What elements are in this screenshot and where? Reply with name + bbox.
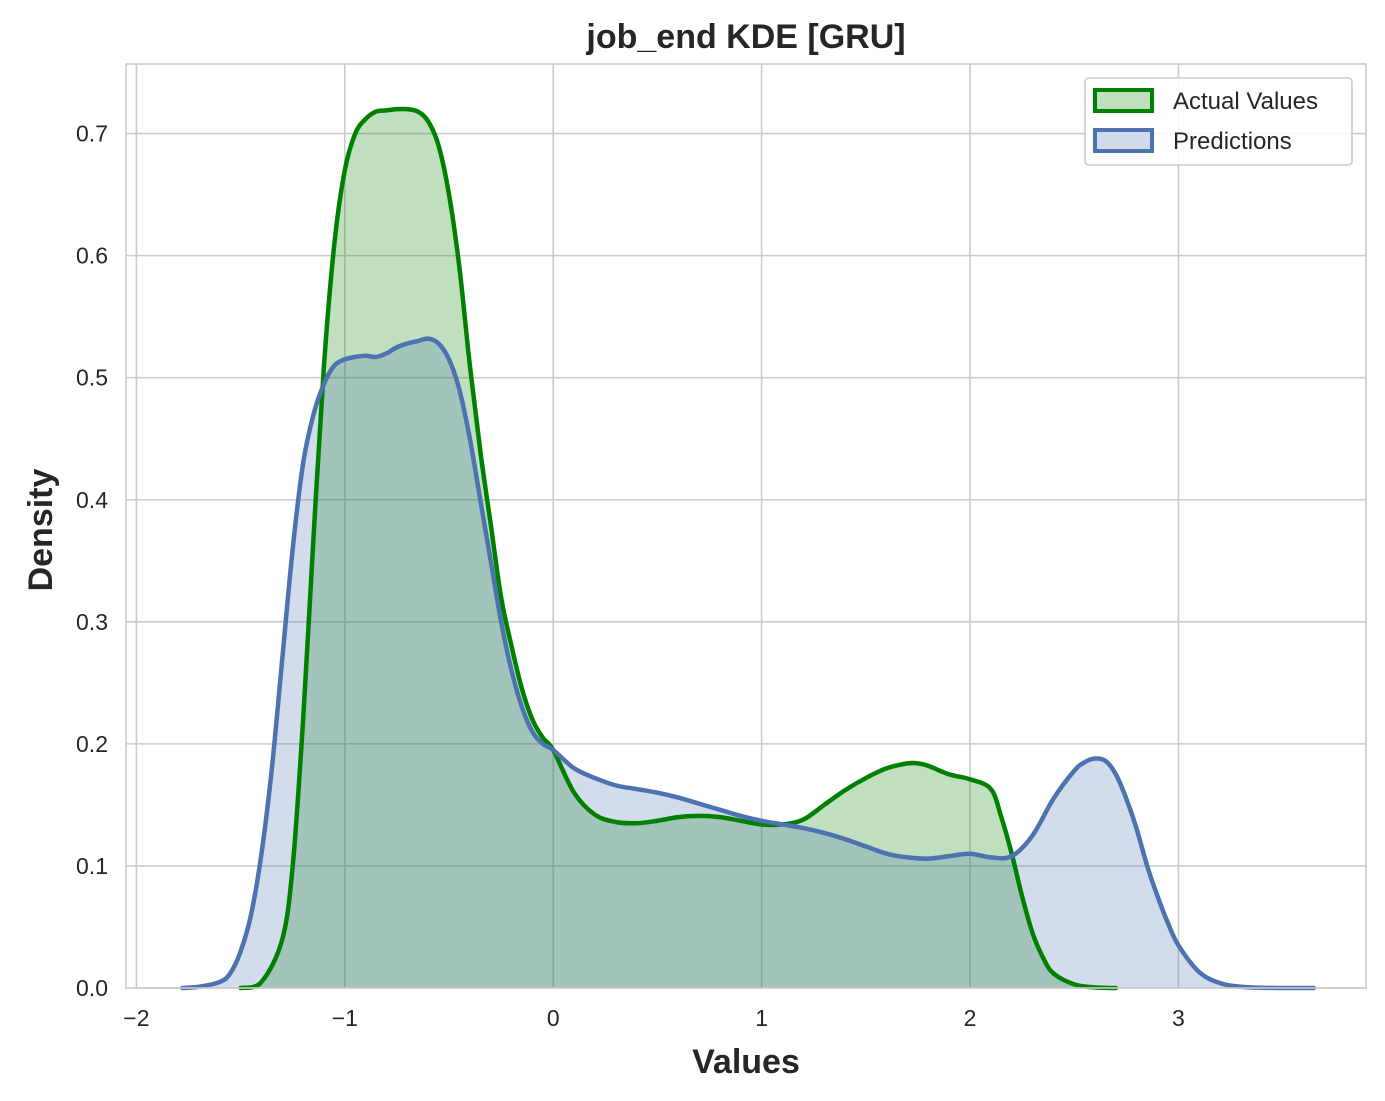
predictions-area bbox=[182, 338, 1314, 989]
legend: Actual Values Predictions bbox=[1084, 77, 1353, 166]
x-tick-label: −2 bbox=[123, 1005, 149, 1031]
y-tick-label: 0.7 bbox=[76, 121, 108, 147]
legend-label-predictions: Predictions bbox=[1173, 128, 1292, 155]
series-layer bbox=[180, 106, 1317, 991]
legend-swatch-predictions bbox=[1093, 128, 1154, 153]
y-tick-label: 0.2 bbox=[76, 731, 108, 757]
y-tick-label: 0.5 bbox=[76, 365, 108, 391]
y-tick-label: 0.0 bbox=[76, 975, 108, 1001]
x-tick-label: 3 bbox=[1172, 1005, 1185, 1031]
actual-values-area bbox=[240, 108, 1116, 988]
x-tick-label: 1 bbox=[755, 1005, 768, 1031]
y-tick-label: 0.3 bbox=[76, 609, 108, 635]
y-tick-label: 0.6 bbox=[76, 243, 108, 269]
grid bbox=[126, 64, 1366, 989]
chart-title: job_end KDE [GRU] bbox=[585, 18, 905, 56]
y-tick-label: 0.4 bbox=[76, 487, 108, 513]
x-axis-label: Values bbox=[692, 1043, 800, 1081]
legend-swatch-actual-values bbox=[1093, 88, 1154, 113]
y-axis-label: Density bbox=[22, 469, 60, 592]
tick-labels: −2 −1 0 1 2 3 0.0 0.1 0.2 0.3 0.4 0.5 0.6 0.7 bbox=[76, 121, 1185, 1031]
y-tick-label: 0.1 bbox=[76, 853, 108, 879]
predictions-line bbox=[180, 336, 1317, 991]
x-tick-label: 2 bbox=[964, 1005, 977, 1031]
x-tick-label: 0 bbox=[547, 1005, 560, 1031]
x-tick-label: −1 bbox=[332, 1005, 358, 1031]
plot-frame bbox=[125, 63, 1367, 989]
legend-label-actual-values: Actual Values bbox=[1173, 88, 1318, 115]
